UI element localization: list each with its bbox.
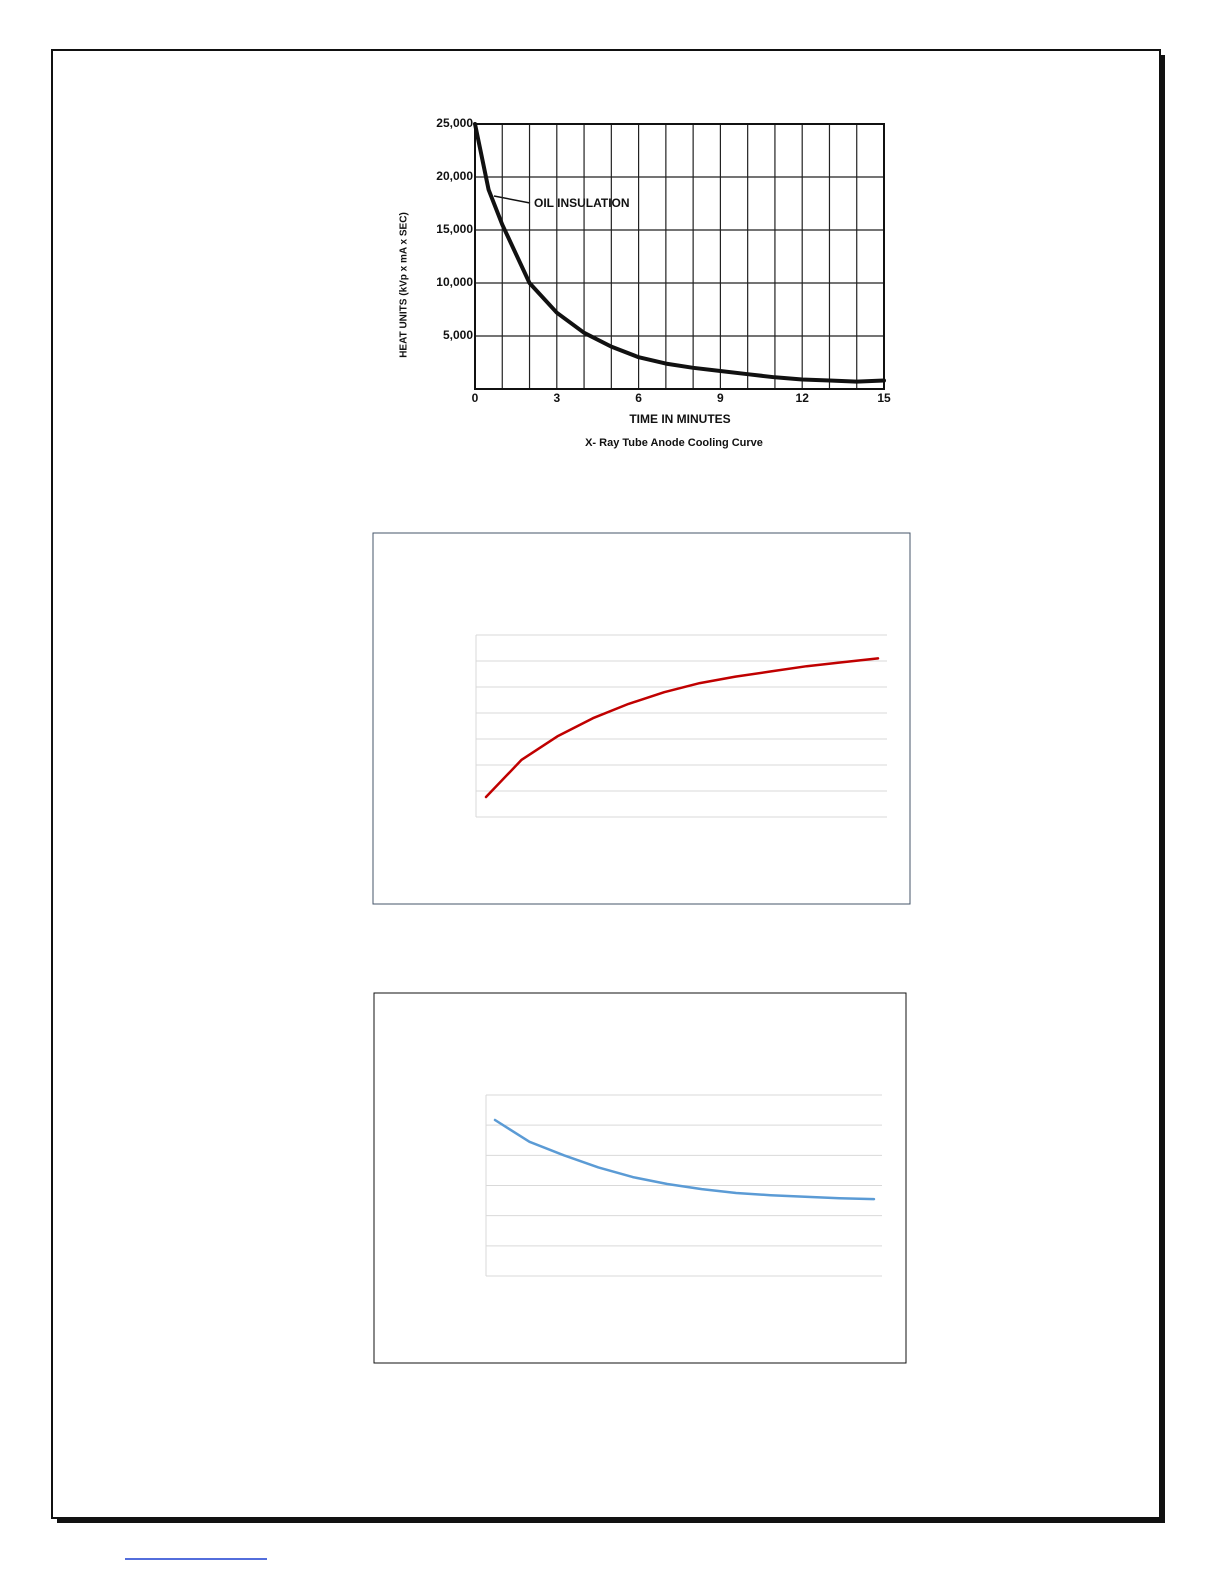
x-tick-label: 9 [717,391,724,405]
plot-border [474,123,885,390]
x-tick-label: 15 [877,391,891,405]
x-tick-label: 12 [796,391,810,405]
x-tick-label: 3 [553,391,560,405]
x-tick-label: 0 [472,391,479,405]
y-tick-label: 5,000 [443,328,473,342]
y-axis-label: HEAT UNITS (kVp x mA x SEC) [399,212,410,358]
x-axis-label: TIME IN MINUTES [629,412,730,426]
annotation: OIL INSULATION [534,196,630,210]
series-line [473,122,886,384]
series-line [493,1118,876,1201]
y-tick-label: 25,000 [436,116,473,130]
x-tick-label: 6 [635,391,642,405]
caption: X- Ray Tube Anode Cooling Curve [585,437,763,449]
y-tick-label: 20,000 [436,169,473,183]
y-tick-label: 10,000 [436,275,473,289]
y-tick-label: 15,000 [436,222,473,236]
annotation-arrow [493,195,531,204]
chart-frame [372,532,911,905]
series-line [484,657,880,799]
